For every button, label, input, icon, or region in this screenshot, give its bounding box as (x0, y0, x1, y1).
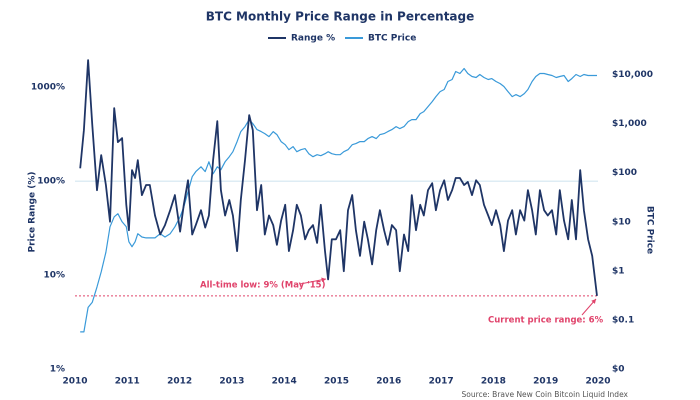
y2-tick-label: $10 (612, 217, 631, 227)
series-line (80, 67, 597, 333)
x-tick-label: 2016 (376, 377, 401, 387)
annotation: All-time low: 9% (May '15) (200, 281, 326, 291)
annotation-arrow (299, 278, 327, 285)
x-tick-label: 2019 (533, 377, 558, 387)
x-tick-label: 2013 (219, 377, 244, 387)
legend-label: Range % (291, 34, 335, 44)
x-tick-label: 2020 (585, 377, 610, 387)
y-tick-label: 10% (43, 271, 65, 281)
y2-tick-label: $1 (612, 266, 625, 276)
x-tick-label: 2011 (115, 377, 140, 387)
y-axis-label: Price Range (%) (28, 171, 38, 252)
chart-title: BTC Monthly Price Range in Percentage (206, 10, 475, 24)
annotation: Current price range: 6% (488, 316, 604, 326)
x-tick-label: 2018 (481, 377, 506, 387)
y2-tick-label: $10,000 (612, 70, 653, 80)
y-tick-label: 1000% (31, 83, 65, 93)
y2-tick-label: $100 (612, 168, 637, 178)
x-tick-label: 2017 (429, 377, 454, 387)
legend-label: BTC Price (368, 34, 416, 44)
x-tick-label: 2014 (272, 377, 297, 387)
x-tick-label: 2010 (62, 377, 87, 387)
source: Source: Brave New Coin Bitcoin Liquid In… (462, 390, 629, 399)
y-tick-label: 1% (50, 365, 65, 375)
y2-tick-label: $1,000 (612, 119, 647, 129)
y2-tick-label: $0.1 (612, 315, 634, 325)
y-tick-label: 100% (37, 177, 65, 187)
x-tick-label: 2015 (324, 377, 349, 387)
y2-axis-label: BTC Price (645, 206, 655, 254)
annotation-arrowhead (591, 299, 596, 304)
y2-tick-label: $0 (612, 365, 625, 375)
annotation-arrowhead (321, 277, 326, 283)
series-line (79, 59, 598, 297)
x-tick-label: 2012 (167, 377, 192, 387)
